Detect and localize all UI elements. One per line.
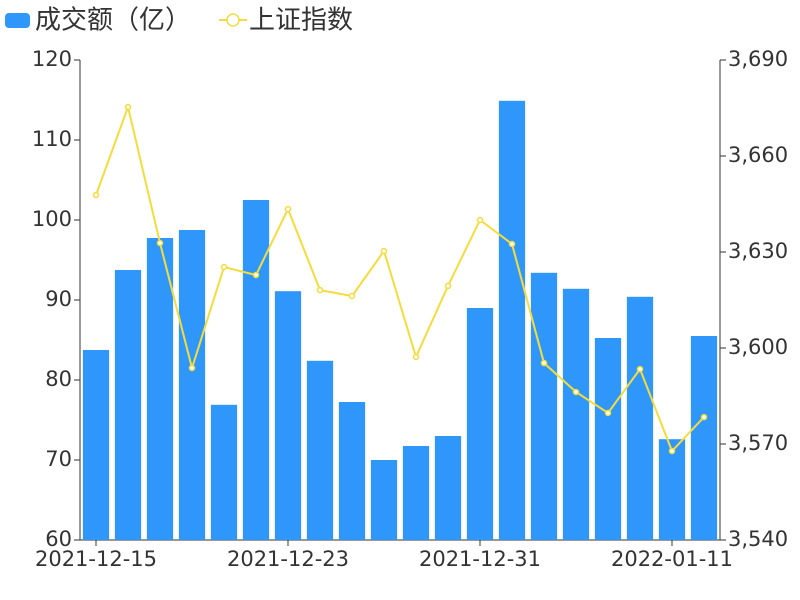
- y-tick-label: 80: [45, 367, 72, 391]
- line-point: [444, 282, 452, 290]
- bar: [178, 230, 206, 540]
- line-point: [508, 240, 516, 248]
- line-point: [220, 263, 228, 271]
- bar: [434, 436, 462, 540]
- bar: [114, 270, 142, 540]
- bar: [82, 350, 110, 540]
- line-point: [284, 205, 292, 213]
- bar: [626, 296, 654, 540]
- line-point: [252, 271, 260, 279]
- bar: [690, 336, 718, 540]
- bar: [658, 439, 686, 540]
- bar: [562, 288, 590, 540]
- y-tick-label: 60: [45, 527, 72, 551]
- line-point: [156, 239, 164, 247]
- x-tick-label: 2021-12-31: [419, 547, 541, 571]
- bar: [306, 360, 334, 540]
- bar: [466, 308, 494, 540]
- bar: [594, 338, 622, 540]
- y-tick-label: 120: [32, 47, 72, 71]
- line: [95, 103, 705, 453]
- bar: [370, 460, 398, 540]
- bar: [210, 404, 238, 540]
- line-point: [380, 247, 388, 255]
- bar: [402, 446, 430, 540]
- line-point: [668, 447, 676, 455]
- line-point: [316, 286, 324, 294]
- line-point: [476, 216, 484, 224]
- y-tick-label: 100: [32, 207, 72, 231]
- legend-swatch: [226, 13, 240, 27]
- bar: [530, 272, 558, 540]
- line-point: [92, 191, 100, 199]
- bar: [498, 100, 526, 541]
- y2-tick-label: 3,630: [728, 239, 788, 263]
- line-point: [124, 103, 132, 111]
- bar: [274, 291, 302, 540]
- legend-swatch: [5, 13, 30, 28]
- line-point: [412, 353, 420, 361]
- line-point: [572, 388, 580, 396]
- x-tick-label: 2021-12-15: [35, 547, 157, 571]
- y2-tick-label: 3,690: [728, 47, 788, 71]
- y2-tick-label: 3,540: [728, 527, 788, 551]
- line-point: [188, 364, 196, 372]
- y2-tick-label: 3,600: [728, 335, 788, 359]
- y-tick-label: 70: [45, 447, 72, 471]
- y2-tick-label: 3,660: [728, 143, 788, 167]
- line-point: [700, 413, 708, 421]
- y-tick-label: 110: [32, 127, 72, 151]
- bar: [242, 200, 270, 540]
- y-tick-label: 90: [45, 287, 72, 311]
- line-point: [348, 292, 356, 300]
- line-point: [540, 359, 548, 367]
- bar: [146, 238, 174, 540]
- y2-tick-label: 3,570: [728, 431, 788, 455]
- bar: [338, 402, 366, 540]
- x-tick-label: 2021-12-23: [227, 547, 349, 571]
- legend-label: 上证指数: [249, 6, 353, 36]
- line-point: [604, 409, 612, 417]
- x-tick-label: 2022-01-11: [611, 547, 733, 571]
- legend-label: 成交额（亿）: [35, 6, 191, 36]
- line-point: [636, 365, 644, 373]
